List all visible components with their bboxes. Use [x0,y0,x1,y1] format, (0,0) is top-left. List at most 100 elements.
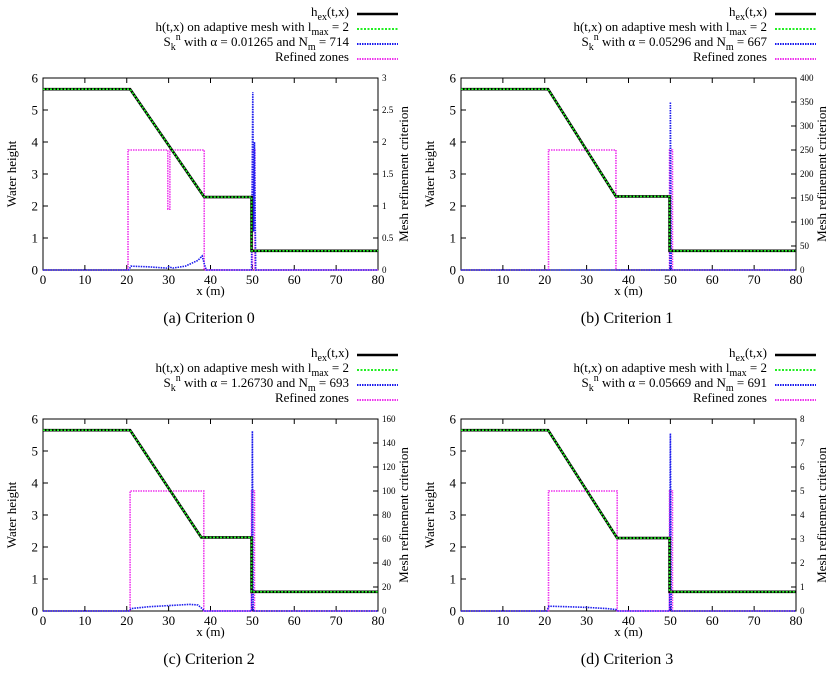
x-tick-label: 60 [706,272,719,287]
chart-c: 0 10 20 30 40 50 60 70 8001234560204060801001201… [4,345,411,639]
x-tick-label: 50 [246,272,259,287]
y-tick-label: 4 [450,476,457,491]
x-tick-label: 40 [622,613,635,628]
y2-tick-label: 250 [800,145,814,155]
x-axis-label: x (m) [196,283,225,298]
series-exact-line [461,87,796,253]
y2-tick-label: 350 [800,97,814,107]
x-tick-label: 50 [246,613,259,628]
chart-panel-a: 0 10 20 30 40 50 60 70 80 0 1 2 3 4 5 6 0 0.5 1 1.5 2 2.5 3 x (… [0,0,418,340]
x-tick-label: 60 [706,613,719,628]
y-tick-label: 5 [450,103,457,118]
x-tick-label: 40 [622,272,635,287]
chart-panel-d: 0 10 20 30 40 50 60 70 80 0 1 2 3 4 5 6 0 1 2 3 4 5 6 7 8 x (m) Wa… [418,341,836,681]
y-tick-label: 4 [450,135,457,150]
y2-axis-label: Mesh refinement criterion [814,106,829,242]
y2-tick-label: 60 [382,534,392,544]
y-tick-label: 2 [32,199,39,214]
series-criterion-line [43,430,378,612]
series-criterion-line [43,92,378,271]
x-tick-label: 30 [162,272,175,287]
x-tick-label: 20 [120,272,133,287]
x-axis-label: x (m) [614,283,643,298]
x-tick-label: 70 [748,613,761,628]
y2-tick-label: 150 [800,193,814,203]
y2-tick-label: 0 [382,606,387,616]
y-tick-label: 2 [32,540,39,555]
y2-tick-label: 400 [800,73,814,83]
x-tick-label: 10 [78,272,91,287]
y-tick-label: 3 [32,508,39,523]
x-tick-label: 20 [538,613,551,628]
y-tick-label: 3 [450,167,457,182]
x-tick-label: 60 [288,613,301,628]
y-tick-label: 1 [450,231,457,246]
y-tick-label: 6 [450,71,457,86]
y2-tick-label: 2 [382,137,387,147]
legend-criterion-label: Skn with α = 0.05669 and Nm = 691 [581,373,767,394]
x-tick-label: 50 [664,272,677,287]
caption-a: (a) Criterion 0 [163,310,255,327]
x-axis-label: x (m) [196,624,225,639]
x-tick-label: 80 [790,613,803,628]
x-tick-label: 0 [458,272,465,287]
y-axis-label: Water height [4,481,19,548]
x-tick-label: 60 [288,272,301,287]
x-tick-label: 70 [330,272,343,287]
x-tick-label: 70 [748,272,761,287]
series-criterion-line [461,433,796,612]
y2-tick-label: 2.5 [382,105,394,115]
series-adaptive-line [43,429,378,593]
y2-tick-label: 8 [800,414,805,424]
caption-c: (c) Criterion 2 [163,651,255,668]
y-tick-label: 6 [32,412,39,427]
x-tick-label: 20 [538,272,551,287]
y-tick-label: 3 [32,167,39,182]
y2-tick-label: 100 [800,217,814,227]
legend-zones-label: Refined zones [693,390,767,405]
series-zones-line [461,149,796,271]
series-zones-line [461,490,796,612]
y2-tick-label: 0.5 [382,233,394,243]
legend-exact-label: hex(t,x) [311,4,349,23]
series-adaptive-line [461,429,796,593]
chart-panel-b: 0 10 20 30 40 50 60 70 80 0 1 2 3 4 5 6 0 50 100 150 200 250 3… [418,0,836,340]
caption-b: (b) Criterion 1 [580,310,674,327]
x-tick-label: 20 [120,613,133,628]
x-tick-label: 40 [204,613,217,628]
y2-tick-label: 6 [800,462,805,472]
series-zones-line [43,490,378,612]
y-tick-label: 0 [450,604,457,619]
y2-tick-label: 7 [800,438,805,448]
legend-criterion-label: Skn with α = 0.01265 and Nm = 714 [163,32,349,53]
legend-adaptive-label: h(t,x) on adaptive mesh with lmax = 2 [573,19,767,38]
x-tick-label: 30 [162,613,175,628]
y2-tick-label: 1 [382,201,387,211]
y2-axis-label: Mesh refinement criterion [396,447,411,583]
y2-tick-label: 50 [800,241,810,251]
legend-adaptive-label: h(t,x) on adaptive mesh with lmax = 2 [155,360,349,379]
plot-frame [42,77,379,271]
y2-axis-label: Mesh refinement criterion [814,447,829,583]
legend-zones-label: Refined zones [275,49,349,64]
y2-tick-label: 4 [800,510,805,520]
x-tick-label: 10 [496,613,509,628]
y2-tick-label: 300 [800,121,814,131]
y-tick-label: 4 [32,476,39,491]
y2-tick-label: 1 [800,582,805,592]
x-tick-label: 0 [40,613,47,628]
y-tick-label: 5 [450,444,457,459]
x-tick-label: 30 [580,613,593,628]
series-exact-line [43,428,378,594]
legend-adaptive-label: h(t,x) on adaptive mesh with lmax = 2 [573,360,767,379]
y2-tick-label: 0 [800,606,805,616]
series-adaptive-line [43,88,378,252]
chart-b: 0 10 20 30 40 50 60 70 8001234560501001502002503… [422,4,829,298]
y-tick-label: 1 [32,231,39,246]
plot-frame [460,77,797,271]
x-tick-label: 70 [330,613,343,628]
y-tick-label: 0 [32,604,39,619]
y2-tick-label: 0 [800,265,805,275]
y-tick-label: 1 [32,572,39,587]
